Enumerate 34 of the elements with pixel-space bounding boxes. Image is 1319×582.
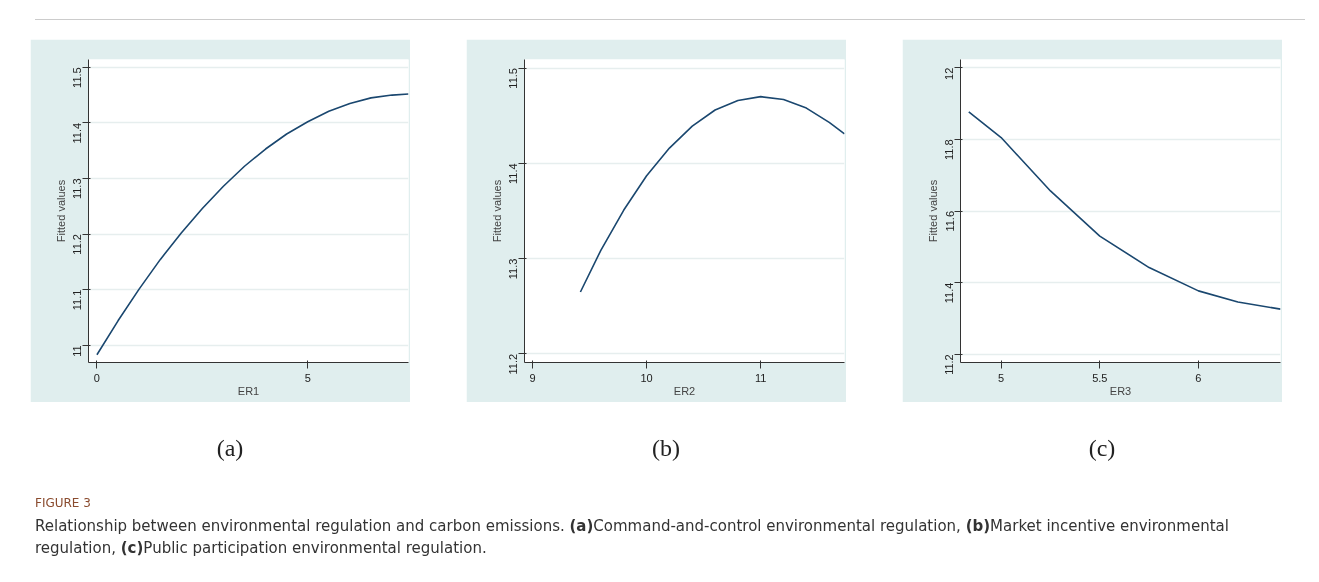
x-tick-label: 5.5 [1092, 371, 1108, 384]
y-axis-title: Fitted values [926, 179, 939, 243]
text: (a) [216, 434, 244, 463]
x-axis-title: ER3 [1109, 384, 1132, 397]
y-axis-title: Fitted values [54, 179, 67, 243]
x-tick-label: 5 [304, 371, 311, 384]
y-tick-label: 11 [71, 345, 84, 357]
y-tick-label: 11.6 [943, 211, 956, 232]
x-tick-label: 5 [998, 371, 1005, 384]
x-tick-label: 10 [640, 371, 653, 384]
text: Relationship between environmental regulation and carbon emissions. (a)Command-and-control environmental regulation, (b)Market incentive environmental regulation, (c)Public participation environmental regulation. [35, 517, 1229, 558]
x-tick-label: 11 [755, 371, 767, 384]
y-tick-label: 11.4 [943, 282, 956, 304]
y-tick-label: 12 [943, 67, 956, 80]
x-tick-label: 6 [1195, 371, 1202, 384]
y-tick-label: 11.2 [507, 353, 520, 375]
y-tick-label: 11.4 [507, 163, 520, 184]
y-tick-label: 11.3 [507, 258, 520, 280]
y-tick-label: 11.2 [71, 234, 84, 255]
caption: FIGURE 3 [35, 495, 92, 512]
y-tick-label: 11.5 [71, 67, 84, 88]
text: (c) [1088, 434, 1116, 463]
y-tick-label: 11.2 [943, 354, 956, 375]
x-axis-title: ER2 [673, 384, 696, 397]
text: (b) [652, 434, 680, 463]
x-tick-label: 0 [93, 371, 100, 384]
y-tick-label: 11.1 [71, 289, 84, 311]
y-tick-label: 11.5 [507, 68, 520, 89]
x-tick-label: 9 [529, 371, 536, 384]
y-tick-label: 11.3 [71, 178, 84, 200]
y-tick-label: 11.4 [71, 122, 84, 144]
y-tick-label: 11.8 [943, 139, 956, 160]
y-axis-title: Fitted values [490, 179, 503, 243]
x-axis-title: ER1 [237, 384, 260, 397]
